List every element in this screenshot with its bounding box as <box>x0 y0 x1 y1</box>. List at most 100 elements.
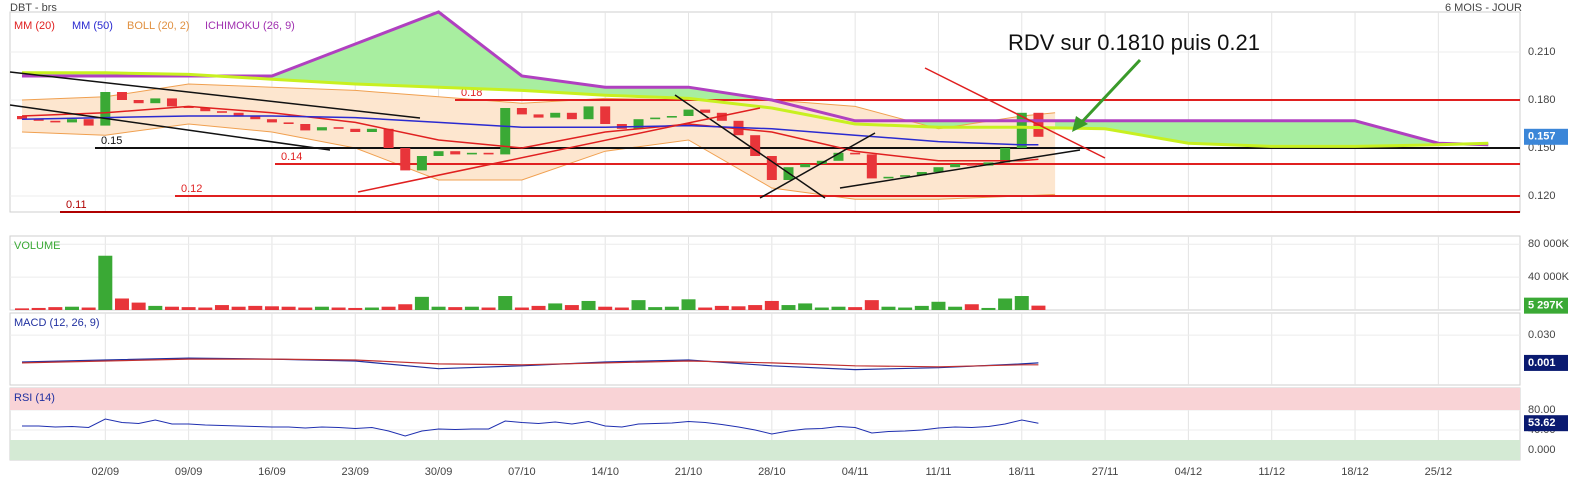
volume-bar <box>931 301 946 310</box>
volume-bar <box>481 307 496 310</box>
volume-bar <box>581 300 596 310</box>
candle <box>600 106 611 124</box>
rsi-line <box>22 418 1039 437</box>
volume-bar <box>531 305 546 310</box>
volume-bar <box>381 306 396 310</box>
y-tick-label: 80 000K <box>1528 238 1570 250</box>
candle <box>550 112 561 118</box>
trend-line <box>759 132 876 199</box>
volume-bar <box>298 307 313 310</box>
volume-bar <box>1014 296 1029 310</box>
last-value-box <box>1524 128 1568 145</box>
candle <box>166 98 177 107</box>
candle <box>50 120 61 123</box>
volume-bar <box>614 307 629 310</box>
volume-bar <box>248 305 263 310</box>
candle <box>366 128 377 132</box>
candle <box>500 108 511 155</box>
x-tick-label: 23/09 <box>341 466 369 478</box>
volume-bar <box>914 305 929 310</box>
signal-line <box>21 358 1039 368</box>
x-tick-label: 11/11 <box>926 466 952 478</box>
legend-entry: MM (50) <box>72 20 113 32</box>
moving-average <box>21 105 1039 162</box>
candle <box>150 98 161 104</box>
x-tick-label: 14/10 <box>591 466 619 478</box>
volume-bar <box>598 306 613 310</box>
candle <box>800 164 811 168</box>
volume-bar <box>864 300 879 310</box>
volume-bar <box>64 306 79 310</box>
legend-entry: ICHIMOKU (26, 9) <box>205 20 295 32</box>
candle <box>966 164 977 166</box>
candle <box>1016 112 1027 148</box>
legend-entry: MM (20) <box>14 20 55 32</box>
candle <box>833 152 844 161</box>
candle <box>100 92 111 126</box>
legend-entry: BOLL (20, 2) <box>127 20 190 32</box>
volume-bar <box>398 304 413 310</box>
x-tick-label: 04/11 <box>842 466 869 478</box>
candle <box>1000 148 1011 163</box>
candle <box>233 112 244 116</box>
volume-bar <box>448 307 463 310</box>
volume-bar <box>1031 305 1046 310</box>
volume-bar <box>948 306 963 310</box>
candle <box>750 135 761 156</box>
candle <box>183 106 194 108</box>
oversold-zone <box>10 440 1520 460</box>
candle <box>16 116 27 120</box>
volume-bar <box>464 306 479 310</box>
volume-frame <box>9 235 1521 311</box>
x-tick-label: 09/09 <box>175 466 203 478</box>
volume-bar <box>781 305 796 310</box>
candle <box>300 124 311 131</box>
trend-line <box>839 149 1081 189</box>
y-tick-label: 80.00 <box>1528 404 1556 416</box>
volume-bar <box>664 306 679 310</box>
volume-bar <box>414 296 429 310</box>
candle <box>433 151 444 156</box>
volume-bar <box>881 306 896 310</box>
candle <box>83 119 94 126</box>
trend-line <box>674 94 826 199</box>
candle <box>33 119 44 121</box>
y-tick-label: 0.210 <box>1528 46 1556 58</box>
volume-bar <box>164 306 179 310</box>
candle <box>650 117 661 120</box>
volume-bar <box>48 307 63 310</box>
panel-title: VOLUME <box>14 240 60 252</box>
candle <box>633 119 644 129</box>
volume-bar <box>831 306 846 310</box>
volume-bar <box>148 305 163 310</box>
trend-line <box>9 71 421 119</box>
candle <box>66 119 77 123</box>
y-tick-label: 0.180 <box>1528 94 1556 106</box>
volume-bar <box>548 303 563 310</box>
candle <box>916 172 927 176</box>
volume-bar <box>231 306 246 310</box>
candle <box>533 114 544 118</box>
candle <box>566 112 577 120</box>
moving-average <box>21 115 1039 146</box>
x-tick-label: 18/12 <box>1341 466 1369 478</box>
volume-bar <box>764 300 779 310</box>
overbought-zone <box>10 388 1520 410</box>
level-label: 0.12 <box>181 183 202 195</box>
candle <box>416 156 427 171</box>
band-fill <box>21 12 1489 147</box>
volume-bar <box>814 307 829 310</box>
candle <box>400 148 411 171</box>
volume-bar <box>98 255 113 310</box>
panel-title: MACD (12, 26, 9) <box>14 317 100 329</box>
trend-line <box>357 107 761 193</box>
last-value-label: 5 297K <box>1528 300 1564 312</box>
last-value-box <box>1524 354 1568 371</box>
volume-bar <box>281 306 296 310</box>
volume-bar <box>998 298 1013 310</box>
candle <box>850 152 861 155</box>
candle <box>133 100 144 104</box>
candle <box>466 152 477 155</box>
x-tick-label: 27/11 <box>1092 466 1119 478</box>
volume-bar <box>964 304 979 310</box>
